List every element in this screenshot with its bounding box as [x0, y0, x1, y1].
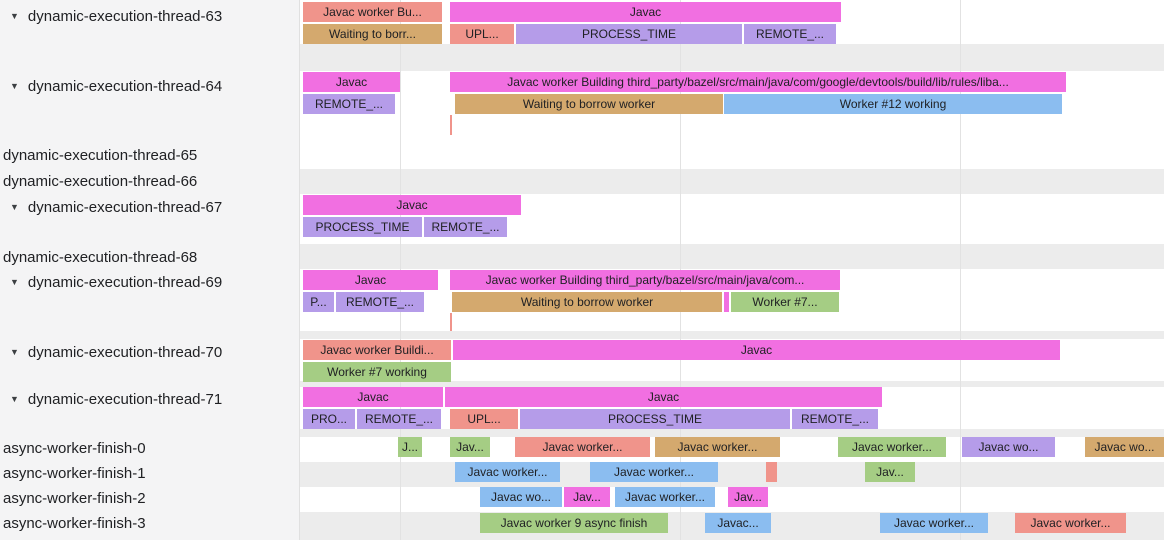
row-band [300, 462, 1164, 487]
trace-slice[interactable]: Javac wo... [480, 487, 562, 507]
trace-slice[interactable]: Javac... [705, 513, 771, 533]
row-band [300, 331, 1164, 339]
trace-slice[interactable]: Javac [445, 387, 882, 407]
trace-slice[interactable]: Javac wo... [1085, 437, 1164, 457]
trace-slice[interactable]: REMOTE_... [357, 409, 441, 429]
trace-slice[interactable]: Javac worker... [838, 437, 946, 457]
track-label[interactable]: ▼ dynamic-execution-thread-69 [0, 271, 222, 293]
time-gridline [960, 0, 961, 540]
track-label-text: async-worker-finish-0 [3, 439, 146, 457]
collapse-triangle-icon[interactable]: ▼ [10, 10, 19, 21]
trace-slice[interactable]: Jav... [728, 487, 768, 507]
row-band [300, 169, 1164, 194]
instant-marker[interactable] [450, 115, 452, 135]
track-label[interactable]: async-worker-finish-2 [0, 487, 146, 509]
track-label[interactable]: ▼ dynamic-execution-thread-63 [0, 5, 222, 27]
trace-slice[interactable]: Javac worker... [590, 462, 718, 482]
trace-slice[interactable]: Javac [303, 72, 400, 92]
trace-slice[interactable]: Jav... [865, 462, 915, 482]
trace-slice[interactable]: PROCESS_TIME [516, 24, 742, 44]
trace-slice[interactable]: Javac [303, 387, 443, 407]
trace-slice[interactable]: Javac worker Building third_party/bazel/… [450, 270, 840, 290]
trace-slice[interactable]: Worker #7 working [303, 362, 451, 382]
track-label-text: async-worker-finish-1 [3, 464, 146, 482]
trace-slice[interactable]: Javac worker Building third_party/bazel/… [450, 72, 1066, 92]
track-label-text: dynamic-execution-thread-63 [27, 7, 223, 25]
trace-slice[interactable]: REMOTE_... [424, 217, 507, 237]
trace-slice[interactable] [724, 292, 729, 312]
trace-slice[interactable] [766, 462, 777, 482]
track-label-text: dynamic-execution-thread-70 [27, 343, 223, 361]
trace-slice[interactable]: Javac worker 9 async finish [480, 513, 668, 533]
trace-slice[interactable]: Waiting to borrow worker [455, 94, 723, 114]
trace-slice[interactable]: Javac worker... [655, 437, 780, 457]
trace-slice[interactable]: Javac worker... [515, 437, 650, 457]
trace-slice[interactable]: Javac worker Bu... [303, 2, 442, 22]
track-label-column: ▼ dynamic-execution-thread-63 ▼ dynamic-exe… [0, 0, 300, 540]
row-band [300, 381, 1164, 387]
track-label[interactable]: ▼ dynamic-execution-thread-70 [0, 341, 222, 363]
track-label[interactable]: ▼ dynamic-execution-thread-71 [0, 388, 222, 410]
track-label[interactable]: async-worker-finish-1 [0, 462, 146, 484]
trace-slice[interactable]: Waiting to borr... [303, 24, 442, 44]
trace-slice[interactable]: P... [303, 292, 334, 312]
trace-slice[interactable]: Worker #7... [731, 292, 839, 312]
trace-slice[interactable]: Javac worker Buildi... [303, 340, 451, 360]
trace-slice[interactable]: PRO... [303, 409, 355, 429]
trace-slice[interactable]: Javac worker... [1015, 513, 1126, 533]
row-band [300, 429, 1164, 437]
track-label-text: dynamic-execution-thread-65 [3, 146, 198, 164]
track-label[interactable]: ▼ dynamic-execution-thread-64 [0, 75, 222, 97]
trace-slice[interactable]: Jav... [564, 487, 610, 507]
track-label-text: dynamic-execution-thread-71 [27, 390, 223, 408]
collapse-triangle-icon[interactable]: ▼ [10, 276, 19, 287]
trace-slice[interactable]: REMOTE_... [744, 24, 836, 44]
track-label-text: async-worker-finish-3 [3, 514, 146, 532]
track-label-text: dynamic-execution-thread-64 [27, 77, 223, 95]
trace-slice[interactable]: Javac worker... [455, 462, 560, 482]
track-label[interactable]: async-worker-finish-0 [0, 437, 146, 459]
collapse-triangle-icon[interactable]: ▼ [10, 80, 19, 91]
timeline-plot[interactable]: Javac worker Bu... Javac Waiting to borr..… [300, 0, 1164, 540]
trace-slice[interactable]: PROCESS_TIME [303, 217, 422, 237]
trace-slice[interactable]: REMOTE_... [336, 292, 424, 312]
row-band [300, 44, 1164, 71]
trace-slice[interactable]: Javac [453, 340, 1060, 360]
track-label[interactable]: async-worker-finish-3 [0, 512, 146, 534]
trace-slice[interactable]: UPL... [450, 24, 514, 44]
instant-marker[interactable] [450, 313, 452, 331]
trace-slice[interactable]: Javac wo... [962, 437, 1055, 457]
trace-slice[interactable]: Waiting to borrow worker [452, 292, 722, 312]
trace-slice[interactable]: Worker #12 working [724, 94, 1062, 114]
trace-slice[interactable]: Javac [303, 195, 521, 215]
trace-slice[interactable]: REMOTE_... [303, 94, 395, 114]
track-label[interactable]: dynamic-execution-thread-68 [0, 246, 197, 268]
track-label-text: dynamic-execution-thread-66 [3, 172, 198, 190]
trace-slice[interactable]: J... [398, 437, 422, 457]
collapse-triangle-icon[interactable]: ▼ [10, 393, 19, 404]
collapse-triangle-icon[interactable]: ▼ [10, 201, 19, 212]
collapse-triangle-icon[interactable]: ▼ [10, 346, 19, 357]
track-label-text: dynamic-execution-thread-68 [3, 248, 198, 266]
row-band [300, 244, 1164, 269]
trace-slice[interactable]: Javac worker... [615, 487, 715, 507]
trace-slice[interactable]: Jav... [450, 437, 490, 457]
trace-slice[interactable]: Javac [450, 2, 841, 22]
track-label-text: async-worker-finish-2 [3, 489, 146, 507]
track-label[interactable]: dynamic-execution-thread-65 [0, 144, 197, 166]
trace-slice[interactable]: Javac [303, 270, 438, 290]
track-label[interactable]: ▼ dynamic-execution-thread-67 [0, 196, 222, 218]
track-label-text: dynamic-execution-thread-69 [27, 273, 223, 291]
trace-slice[interactable]: Javac worker... [880, 513, 988, 533]
trace-slice[interactable]: UPL... [450, 409, 518, 429]
track-label[interactable]: dynamic-execution-thread-66 [0, 170, 197, 192]
trace-slice[interactable]: PROCESS_TIME [520, 409, 790, 429]
track-label-text: dynamic-execution-thread-67 [27, 198, 223, 216]
trace-slice[interactable]: REMOTE_... [792, 409, 878, 429]
